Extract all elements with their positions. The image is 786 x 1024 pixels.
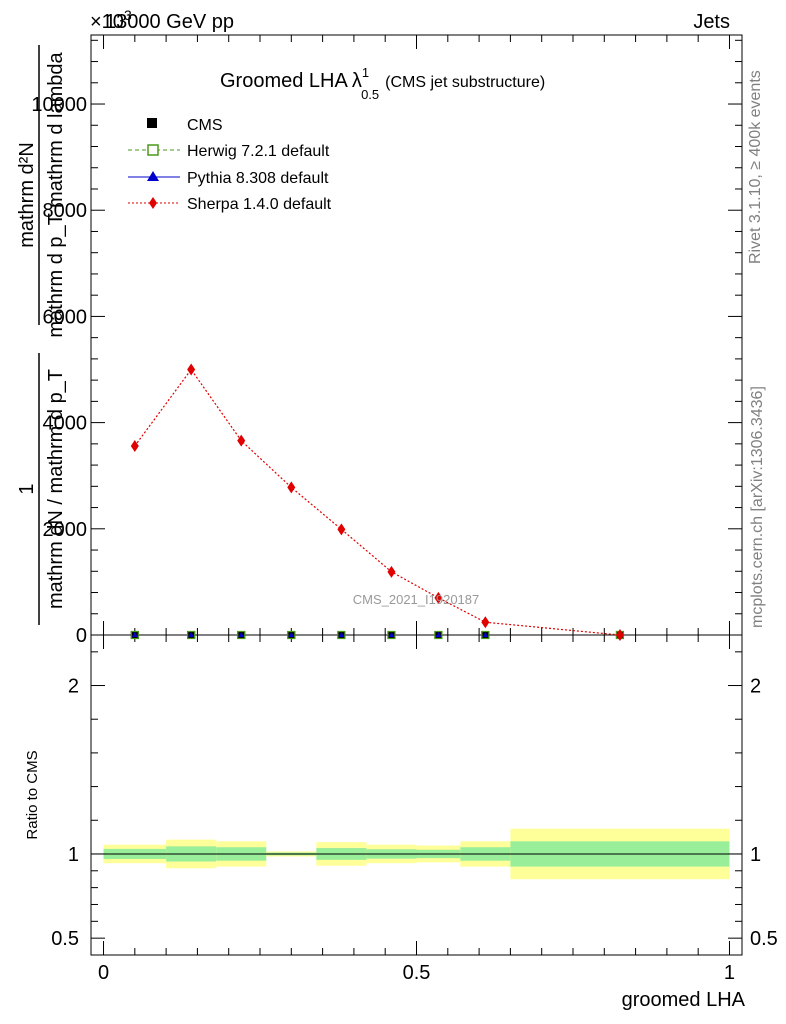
main-y-tick-label: 6000 [43,306,88,328]
main-y-axis: 0 2000 4000 6000 8000 10000 [31,39,742,647]
main-y-tick-label: 4000 [43,413,88,435]
legend-marker-herwig [147,144,159,156]
analysis-watermark: CMS_2021_I1920187 [353,592,480,607]
data-point-sherpa [337,523,346,536]
ratio-x-tick-label: 1 [724,962,735,984]
data-point-herwig [287,630,296,640]
data-point-herwig [337,630,346,640]
series-layer [130,363,625,641]
y-label-fraction-numerator: 1 [16,483,38,494]
data-point-sherpa [187,363,196,376]
data-point-pythia [482,632,489,637]
data-point-herwig [434,630,443,640]
data-point-pythia [288,632,295,637]
legend-marker-sherpa [149,197,157,209]
data-point-pythia [238,632,245,637]
y-label-fraction-denominator: mathrm dN / mathrm d p_T [45,369,67,609]
exponent-power: 3 [124,7,132,23]
main-y-tick-label: 2000 [43,519,88,541]
collision-label: 13000 GeV pp [105,11,234,33]
main-y-tick-label: 8000 [43,200,88,222]
x-axis-label: groomed LHA [622,989,746,1011]
legend-label-cms: CMS [187,117,223,134]
legend: CMS Herwig 7.2.1 default Pythia 8.308 de… [128,117,332,213]
data-point-sherpa [237,434,246,447]
y-label-main-denominator: mathrm d p_T mathrm d lambda [45,51,67,337]
data-point-pythia [338,632,345,637]
data-point-herwig [387,630,396,640]
ratio-x-axis: 0 0.5 1 [98,635,735,984]
rivet-label: Rivet 3.1.10, ≥ 400k events [747,70,764,264]
ratio-x-tick-label: 0.5 [403,962,431,984]
data-point-herwig [130,630,139,640]
main-x-axis [103,35,730,635]
data-point-herwig [187,630,196,640]
legend-label-pythia: Pythia 8.308 default [187,170,329,187]
main-y-tick-label: 10000 [31,94,87,116]
exponent-label: ×103 [90,7,132,33]
data-point-pythia [388,632,395,637]
jets-label: Jets [693,11,730,33]
data-point-sherpa [130,439,139,452]
legend-label-sherpa: Sherpa 1.4.0 default [187,196,332,213]
legend-marker-pythia [147,171,159,181]
ratio-frame [90,634,743,956]
data-point-sherpa [387,565,396,578]
ratio-y-axis-label: Ratio to CMS [24,750,41,839]
main-y-axis-label: 1 mathrm dN / mathrm d p_T mathrm d²N ma… [16,45,67,625]
data-point-pythia [435,632,442,637]
main-y-tick-label: 0 [76,625,87,647]
ratio-y-axis: 0.5 0.5 1 1 2 2 [51,651,778,950]
ratio-y-tick-label-right: 1 [750,844,761,866]
mcplots-label: mcplots.cern.ch [arXiv:1306.3436] [749,386,766,628]
ratio-y-tick-label-right: 2 [750,676,761,698]
y-label-main-numerator: mathrm d²N [16,142,38,248]
data-point-sherpa [287,481,296,494]
data-point-sherpa [434,591,443,604]
data-point-pythia [131,632,138,637]
legend-label-herwig: Herwig 7.2.1 default [187,143,330,160]
data-point-sherpa [615,629,624,641]
data-point-herwig [237,630,246,640]
ratio-y-tick-label: 2 [68,676,79,698]
ratio-y-tick-label: 1 [68,844,79,866]
ratio-y-tick-label: 0.5 [51,928,79,950]
ratio-y-tick-label-right: 0.5 [750,928,778,950]
data-point-sherpa [481,616,490,629]
legend-marker-cms [147,118,157,128]
ratio-x-tick-label: 0 [98,962,109,984]
data-point-pythia [188,632,195,637]
plot-title: Groomed LHA λ1 0.5(CMS jet substructure) [220,65,545,102]
data-point-herwig [481,630,490,640]
